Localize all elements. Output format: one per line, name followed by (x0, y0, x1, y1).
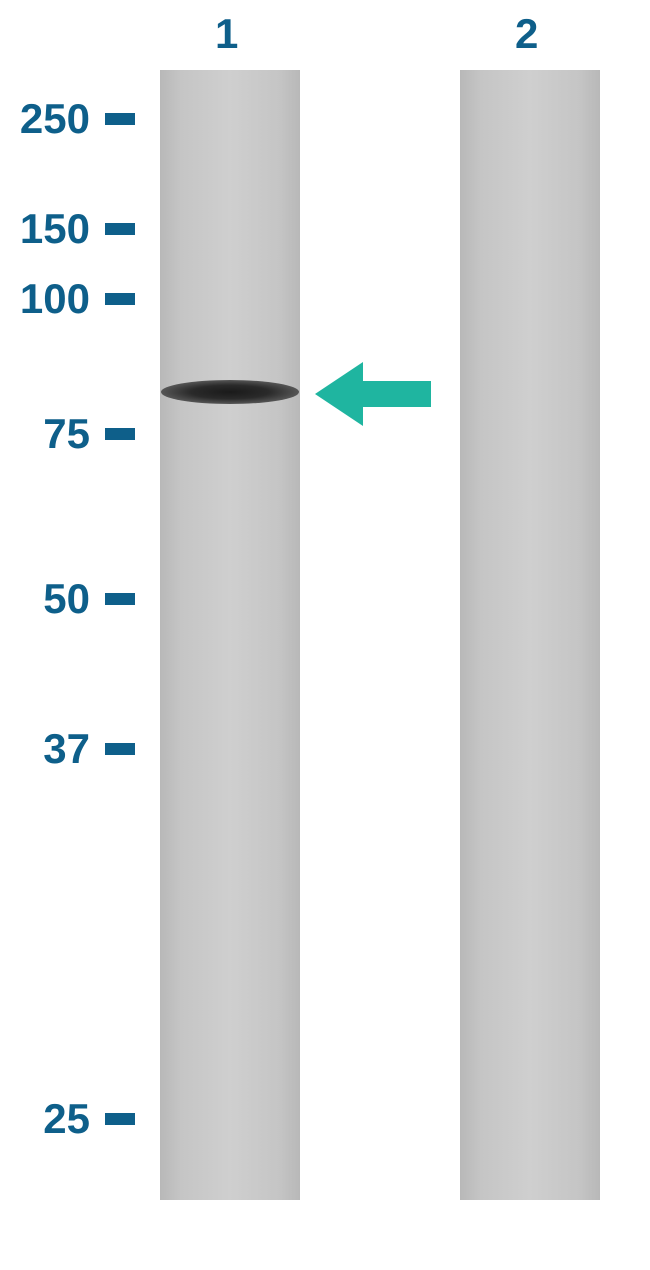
marker-75-tick (105, 428, 135, 440)
marker-150-label: 150 (0, 205, 90, 253)
marker-25-label: 25 (0, 1095, 90, 1143)
lane-1-label: 1 (215, 10, 238, 58)
arrow-head-icon (315, 362, 363, 426)
arrow-shaft (361, 381, 431, 407)
protein-band-lane1 (161, 380, 299, 404)
marker-37-label: 37 (0, 725, 90, 773)
marker-150-tick (105, 223, 135, 235)
marker-50-label: 50 (0, 575, 90, 623)
marker-25-tick (105, 1113, 135, 1125)
marker-100-tick (105, 293, 135, 305)
marker-250-tick (105, 113, 135, 125)
marker-250-label: 250 (0, 95, 90, 143)
marker-37-tick (105, 743, 135, 755)
marker-100-label: 100 (0, 275, 90, 323)
marker-75-label: 75 (0, 410, 90, 458)
lane-2-label: 2 (515, 10, 538, 58)
lane-1-strip (160, 70, 300, 1200)
marker-50-tick (105, 593, 135, 605)
lane-2-strip (460, 70, 600, 1200)
